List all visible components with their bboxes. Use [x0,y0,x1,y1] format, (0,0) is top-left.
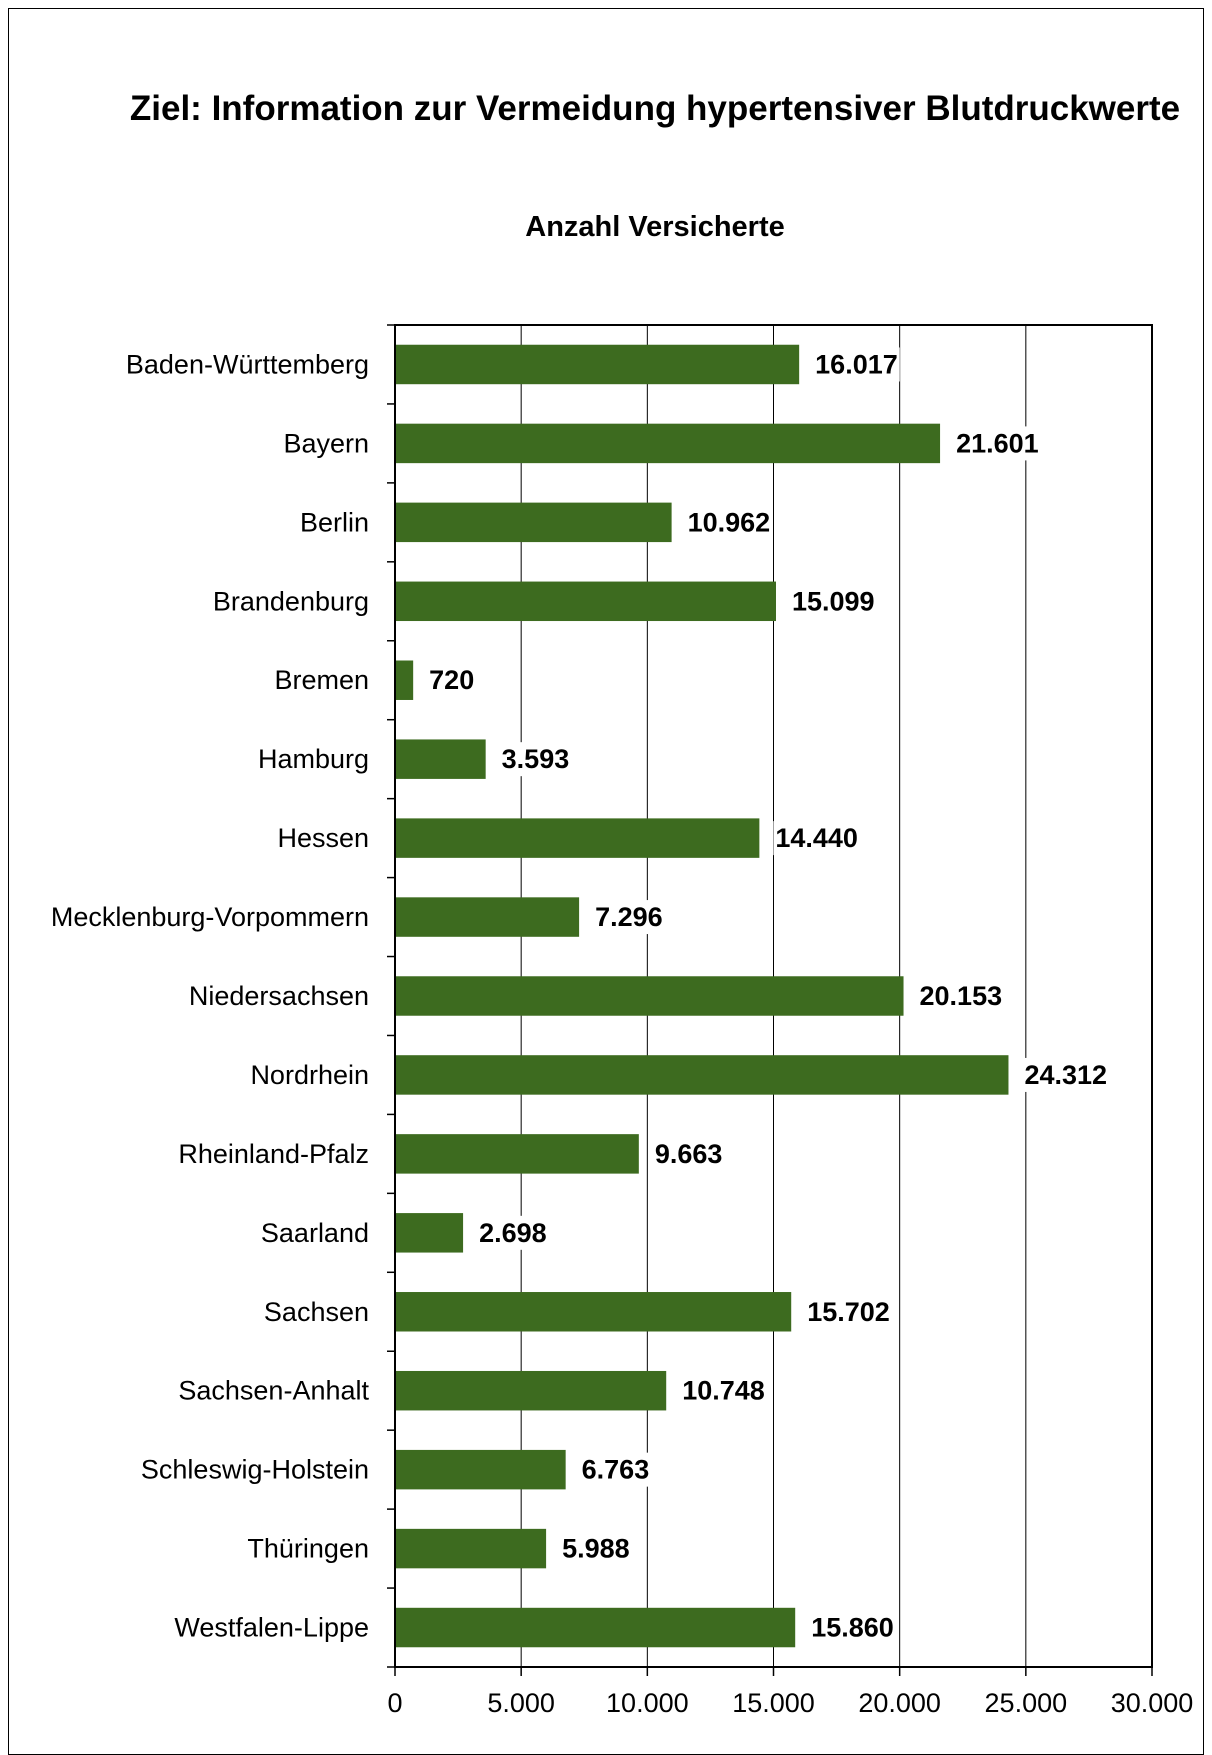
data-label-10: 9.663 [655,1139,723,1169]
data-label-bg-8 [917,979,1005,1013]
data-label-7: 7.296 [595,902,663,932]
data-label-bg-7 [593,900,665,935]
bar-11 [395,1213,464,1253]
category-label-15: Thüringen [247,1534,369,1564]
x-tick-label-3: 15.000 [732,1688,815,1718]
category-label-6: Hessen [277,823,369,853]
category-label-11: Saarland [261,1218,369,1248]
data-label-3: 15.099 [792,586,875,616]
category-label-8: Niedersachsen [189,981,369,1011]
x-tick-label-1: 5.000 [487,1688,555,1718]
bar-5 [395,739,486,779]
labels: 16.017 Baden-Württemberg 21.601 Bayern 10.96… [51,347,1193,1718]
x-tick-label-6: 30.000 [1111,1688,1194,1718]
data-label-bg-1 [954,426,1041,461]
bar-13 [395,1370,667,1411]
data-label-13: 10.748 [682,1376,765,1406]
data-label-bg-4 [427,663,477,698]
axes [387,324,1153,1676]
x-tick-label-4: 20.000 [858,1688,941,1718]
bar-15 [395,1528,547,1569]
category-label-4: Bremen [274,665,369,695]
data-label-bg-16 [809,1610,896,1645]
data-label-14: 6.763 [582,1455,650,1485]
data-label-15: 5.988 [562,1534,630,1564]
data-label-11: 2.698 [479,1218,547,1248]
data-label-16: 15.860 [811,1613,894,1643]
data-label-bg-15 [560,1531,632,1566]
category-label-2: Berlin [300,507,369,537]
category-label-12: Sachsen [264,1297,369,1327]
data-label-bg-12 [805,1294,892,1329]
data-label-12: 15.702 [807,1297,890,1327]
data-label-9: 24.312 [1024,1060,1107,1090]
category-label-13: Sachsen-Anhalt [178,1376,369,1406]
data-label-bg-2 [685,505,773,540]
data-label-2: 10.962 [688,507,771,537]
category-label-14: Schleswig-Holstein [141,1455,369,1485]
bar-10 [395,1134,639,1174]
data-label-5: 3.593 [502,744,570,774]
bar-12 [395,1292,792,1332]
bar-16 [395,1607,796,1648]
data-label-bg-14 [579,1452,652,1487]
bar-2 [395,502,672,543]
data-label-0: 16.017 [815,349,898,379]
bar-14 [395,1449,566,1490]
bar-0 [395,344,800,385]
category-label-7: Mecklenburg-Vorpommern [51,902,369,932]
category-label-1: Bayern [283,428,369,458]
data-label-8: 20.153 [920,981,1003,1011]
category-label-9: Nordrhein [250,1060,369,1090]
bar-3 [395,581,776,622]
data-label-bg-3 [789,584,877,619]
category-label-3: Brandenburg [213,586,369,616]
bar-9 [395,1055,1009,1095]
x-tick-label-2: 10.000 [606,1688,689,1718]
category-label-5: Hamburg [258,744,369,774]
category-label-10: Rheinland-Pfalz [178,1139,369,1169]
category-label-0: Baden-Württemberg [126,349,369,379]
bars [395,344,1009,1648]
bar-1 [395,423,941,464]
data-label-bg-0 [813,347,900,382]
bar-7 [395,897,580,937]
data-label-bg-13 [680,1373,767,1408]
chart-subtitle: Anzahl Versicherte [525,211,785,243]
bar-4 [395,660,414,700]
data-label-bg-9 [1022,1057,1110,1092]
bar-8 [395,976,904,1016]
x-tick-label-5: 25.000 [985,1688,1068,1718]
category-label-16: Westfalen-Lippe [174,1613,369,1643]
chart-title: Ziel: Information zur Vermeidung hyperte… [129,89,1181,128]
x-tick-label-0: 0 [387,1688,402,1718]
data-label-bg-10 [652,1136,725,1171]
data-label-1: 21.601 [956,428,1039,458]
data-label-bg-5 [499,742,572,777]
data-label-bg-11 [477,1215,549,1250]
data-label-6: 14.440 [775,823,858,853]
data-label-4: 720 [429,665,474,695]
data-label-bg-6 [773,821,860,856]
bar-6 [395,818,760,858]
